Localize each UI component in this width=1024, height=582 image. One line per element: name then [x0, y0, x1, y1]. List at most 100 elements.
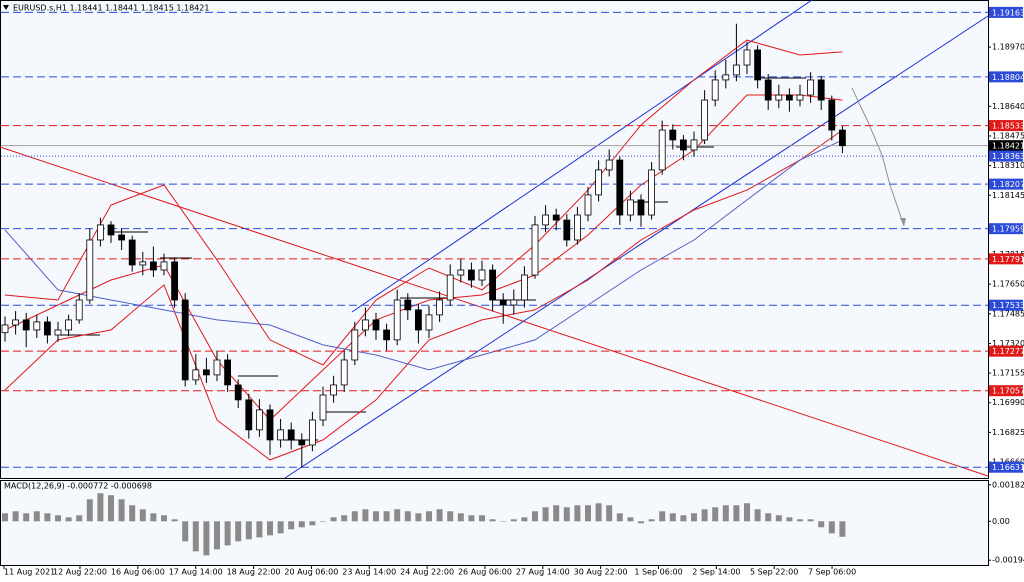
macd-bar — [224, 521, 231, 546]
chart-title: EURUSD.s,H1 1.18441 1.18441 1.18415 1.18… — [13, 4, 209, 13]
macd-bar — [638, 521, 644, 524]
macd-bar — [521, 517, 528, 522]
macd-bar — [595, 503, 602, 522]
macd-bar — [383, 511, 390, 522]
macd-bar — [161, 515, 167, 522]
macd-bar — [97, 493, 104, 522]
candle-body — [319, 394, 327, 421]
candle-body — [637, 199, 645, 216]
candle-body — [499, 299, 507, 306]
level-label-box — [989, 385, 1023, 397]
candle-body — [648, 169, 655, 216]
macd-bar — [479, 515, 485, 522]
macd-bar — [616, 513, 623, 522]
candle-body — [542, 214, 549, 226]
macd-bar — [2, 513, 8, 522]
candle-body — [308, 419, 316, 446]
candle-body — [44, 321, 51, 336]
menu-triangle[interactable] — [3, 5, 9, 10]
candle-body — [828, 99, 836, 131]
y-tick-label: 1.17485 — [992, 309, 1024, 318]
candle-body — [160, 261, 168, 271]
candle-body — [764, 79, 772, 101]
candle-body — [202, 369, 210, 376]
candle-body — [383, 329, 391, 341]
candle-body — [839, 129, 846, 147]
candle-body — [255, 409, 263, 431]
level-label: 1.19163 — [992, 8, 1024, 17]
candle-body — [574, 214, 581, 241]
y-tick-label: 1.18970 — [992, 43, 1024, 52]
macd-bar — [288, 521, 295, 530]
x-tick-label: 17 Aug 14:00 — [169, 568, 223, 577]
candle-body — [701, 99, 708, 141]
macd-bar — [733, 505, 740, 522]
macd-bar — [182, 521, 189, 542]
macd-bar — [351, 511, 358, 522]
macd-bar — [712, 507, 719, 522]
macd-bar — [457, 513, 464, 522]
candle-body — [54, 329, 62, 336]
macd-bar — [86, 499, 93, 522]
level-label-box — [989, 299, 1023, 311]
level-label-box — [989, 223, 1023, 235]
macd-bar — [797, 519, 803, 522]
candle-body — [414, 309, 422, 331]
y-tick-label: 1.18310 — [992, 161, 1024, 170]
candle-body — [595, 169, 602, 196]
macd-bar — [786, 517, 793, 522]
level-label: 1.17277 — [992, 347, 1024, 356]
level-label: 1.18533 — [992, 122, 1024, 131]
y-tick-label: 1.17155 — [992, 369, 1024, 378]
macd-bar — [807, 519, 814, 522]
candle-body — [393, 299, 401, 341]
y-tick-label: 1.18640 — [992, 102, 1024, 111]
macd-bar — [574, 505, 581, 522]
macd-bar — [775, 515, 782, 522]
macd-bar — [754, 509, 761, 522]
candle-body — [478, 269, 486, 281]
candle-body — [277, 429, 285, 441]
candle-body — [33, 321, 41, 331]
macd-bar — [320, 521, 326, 522]
x-tick-label: 18 Aug 22:00 — [227, 568, 281, 577]
macd-bar — [585, 505, 591, 522]
candle-body — [128, 239, 136, 266]
candle-body — [372, 319, 380, 331]
candle-body — [584, 194, 592, 216]
macd-tick-label: -0.00194 — [992, 556, 1024, 565]
level-label: 1.18421 — [992, 142, 1024, 151]
candle-body — [1, 324, 9, 334]
candle-body — [245, 399, 253, 431]
macd-bar — [500, 521, 507, 522]
candle-body — [404, 299, 412, 311]
x-tick-label: 20 Aug 06:00 — [284, 568, 338, 577]
macd-bar — [65, 517, 72, 522]
candle-body — [149, 261, 157, 271]
candle-body — [605, 159, 613, 171]
macd-bar — [828, 521, 835, 534]
macd-bar — [744, 503, 750, 522]
macd-bar — [235, 521, 242, 542]
macd-bar — [118, 499, 125, 522]
y-tick-label: 1.17650 — [992, 280, 1024, 289]
candle-body — [75, 299, 83, 321]
x-tick-label: 2 Sep 14:00 — [692, 568, 740, 577]
main-plot — [0, 0, 989, 479]
candle-body — [722, 74, 730, 81]
level-label-box — [989, 345, 1023, 357]
indicator-line — [4, 139, 843, 371]
candle-body — [22, 319, 30, 331]
level-label-box — [989, 140, 1023, 152]
macd-bar — [447, 511, 454, 522]
candle-body — [425, 314, 433, 331]
x-tick-label: 30 Aug 22:00 — [574, 568, 628, 577]
candle-body — [97, 224, 104, 241]
candle-body — [669, 129, 677, 141]
candle-body — [807, 79, 814, 96]
candle-body — [563, 219, 571, 241]
candle-body — [775, 94, 783, 101]
macd-bar — [330, 517, 337, 522]
candle-body — [107, 224, 115, 236]
